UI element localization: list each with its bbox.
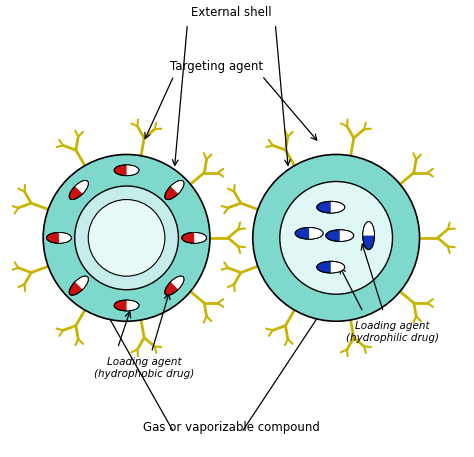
Polygon shape [75, 276, 88, 289]
Circle shape [75, 186, 178, 290]
Circle shape [253, 154, 419, 321]
Polygon shape [309, 228, 323, 239]
Ellipse shape [363, 222, 374, 250]
Text: Targeting agent: Targeting agent [170, 60, 263, 73]
Circle shape [43, 154, 210, 321]
Text: Loading agent
(hydrophobic drug): Loading agent (hydrophobic drug) [94, 357, 195, 379]
Polygon shape [171, 276, 184, 289]
Polygon shape [75, 181, 88, 194]
Polygon shape [171, 181, 184, 194]
Polygon shape [363, 222, 374, 236]
Ellipse shape [114, 300, 139, 311]
Ellipse shape [317, 261, 345, 273]
Polygon shape [59, 233, 72, 243]
Ellipse shape [317, 202, 345, 213]
Ellipse shape [295, 228, 323, 239]
Text: Loading agent
(hydrophilic drug): Loading agent (hydrophilic drug) [346, 321, 439, 343]
Circle shape [280, 181, 392, 294]
Text: External shell: External shell [191, 6, 272, 19]
Ellipse shape [69, 276, 88, 295]
Polygon shape [331, 202, 345, 213]
Polygon shape [340, 230, 354, 241]
Ellipse shape [165, 276, 184, 295]
Ellipse shape [46, 233, 72, 243]
Ellipse shape [182, 233, 207, 243]
Polygon shape [127, 300, 139, 311]
Ellipse shape [326, 230, 354, 241]
Polygon shape [194, 233, 207, 243]
Polygon shape [331, 261, 345, 273]
Ellipse shape [69, 181, 88, 200]
Ellipse shape [114, 165, 139, 175]
Ellipse shape [165, 181, 184, 200]
Text: Gas or vaporizable compound: Gas or vaporizable compound [143, 421, 320, 434]
Circle shape [88, 200, 165, 276]
Polygon shape [127, 165, 139, 175]
